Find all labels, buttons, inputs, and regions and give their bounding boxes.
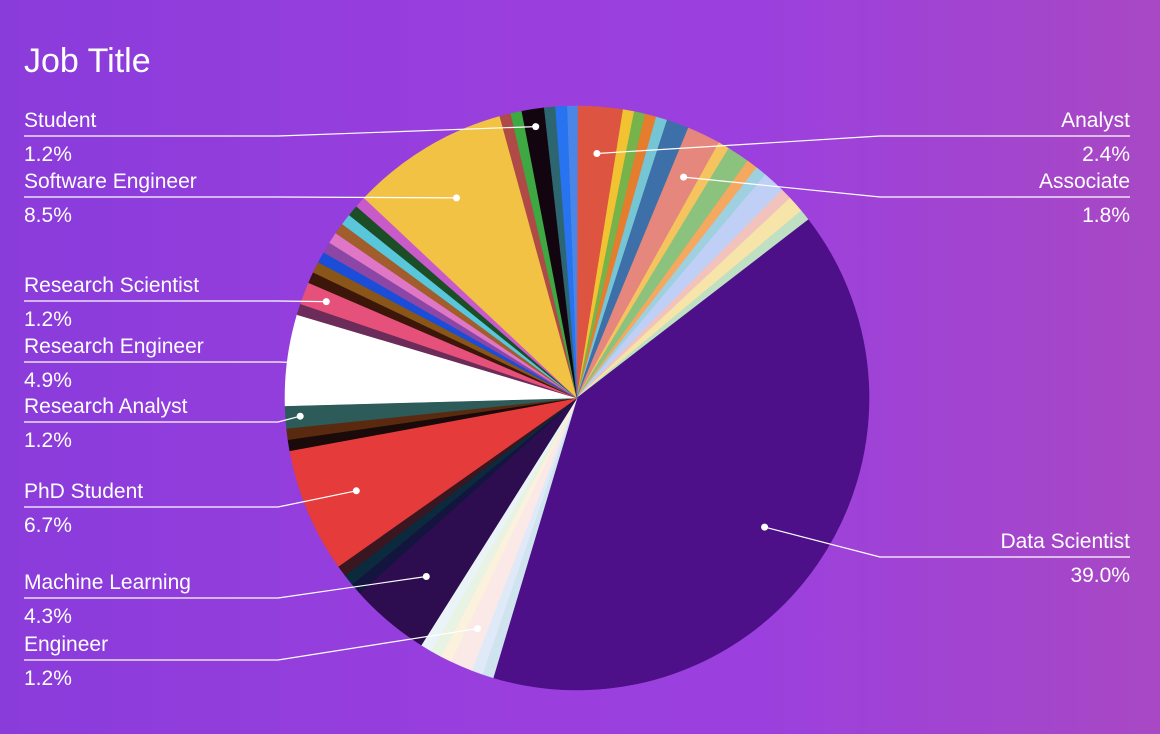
chart-title: Job Title <box>24 42 151 80</box>
leader-line-student <box>24 126 536 137</box>
pie-slice-software-engineer <box>363 116 578 399</box>
pie-slices <box>284 105 870 691</box>
pie-slice-data-scientist <box>492 219 870 691</box>
slice-label-name-engineer: Engineer <box>24 633 108 656</box>
leader-dot-engineer <box>474 625 481 633</box>
leader-dot-machine-learning <box>422 573 430 580</box>
slice-label-name-associate: Associate <box>1039 170 1130 193</box>
slice-label-name-analyst: Analyst <box>1061 109 1130 132</box>
slice-label-value-software-engineer: 8.5% <box>24 204 72 227</box>
slice-label-name-phd-student: PhD Student <box>24 480 143 503</box>
leader-line-data-scientist <box>764 526 1130 558</box>
leader-dot-analyst <box>593 150 601 157</box>
leader-line-machine-learning <box>24 575 427 599</box>
slice-label-value-research-scientist: 1.2% <box>24 308 72 331</box>
leader-dot-associate <box>680 173 688 181</box>
leader-dot-research-analyst <box>296 412 304 420</box>
leader-line-software-engineer <box>24 196 457 199</box>
slice-label-name-research-engineer: Research Engineer <box>24 335 204 358</box>
leader-dot-phd-student <box>352 487 360 495</box>
slice-label-name-data-scientist: Data Scientist <box>1000 530 1130 553</box>
slice-label-value-phd-student: 6.7% <box>24 514 72 537</box>
leader-dot-research-scientist <box>322 298 330 306</box>
leader-dot-student <box>532 123 540 131</box>
slice-label-value-research-analyst: 1.2% <box>24 429 72 452</box>
slice-label-value-engineer: 1.2% <box>24 667 72 690</box>
leader-line-research-engineer <box>24 361 311 364</box>
slice-label-value-student: 1.2% <box>24 143 72 166</box>
leader-dot-research-engineer <box>307 359 315 367</box>
leader-line-research-analyst <box>24 415 301 423</box>
slice-labels: Analyst 2.4% Associate 1.8% Data Scientist 39… <box>24 109 1130 690</box>
leader-dot-software-engineer <box>453 194 460 202</box>
slice-label-value-machine-learning: 4.3% <box>24 605 72 628</box>
leader-line-engineer <box>24 628 478 661</box>
slice-label-name-research-scientist: Research Scientist <box>24 274 199 297</box>
slice-label-name-machine-learning: Machine Learning <box>24 571 191 594</box>
slice-label-value-analyst: 2.4% <box>1082 143 1130 166</box>
leader-lines <box>24 123 1130 661</box>
leader-line-research-scientist <box>24 300 327 303</box>
slice-label-name-student: Student <box>24 109 97 132</box>
slice-label-value-associate: 1.8% <box>1082 204 1130 227</box>
pie-slice-phd-student <box>289 397 578 567</box>
leader-line-analyst <box>596 135 1130 155</box>
leader-line-associate <box>683 176 1130 198</box>
slice-label-value-research-engineer: 4.9% <box>24 369 72 392</box>
slice-label-value-data-scientist: 39.0% <box>1070 564 1130 587</box>
leader-dot-data-scientist <box>761 523 769 531</box>
pie-slice <box>555 105 578 399</box>
slice-label-name-research-analyst: Research Analyst <box>24 395 188 418</box>
slice-label-name-software-engineer: Software Engineer <box>24 170 197 193</box>
leader-line-phd-student <box>24 490 357 508</box>
